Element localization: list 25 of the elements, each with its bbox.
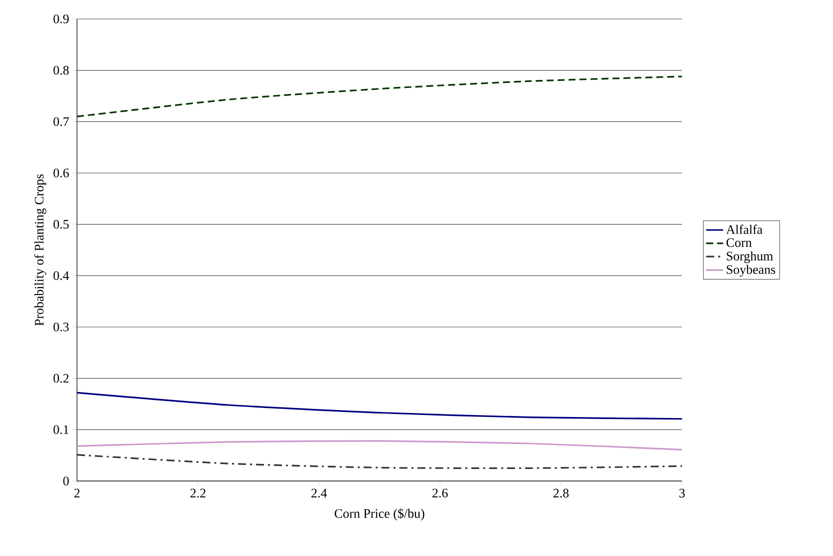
x-tick-label: 2 xyxy=(74,488,80,498)
y-tick-label: 0.5 xyxy=(54,220,69,229)
y-axis-title: Probability of Planting Crops xyxy=(34,174,46,326)
line-series xyxy=(76,392,683,420)
x-tick-label: 2.2 xyxy=(190,488,206,498)
y-tick-label: 0.2 xyxy=(54,374,69,383)
x-tick-label: 2.8 xyxy=(553,488,569,498)
x-tick-label: 3 xyxy=(679,488,685,498)
legend-label: Corn xyxy=(726,238,752,247)
y-tick-label: 0.3 xyxy=(54,322,69,332)
y-tick-label: 0.4 xyxy=(54,271,70,280)
y-tick-label: 0.1 xyxy=(54,425,68,434)
y-tick-label: 0.8 xyxy=(54,66,69,75)
legend-label: Sorghum xyxy=(726,251,774,264)
legend-label: Alfalfa xyxy=(726,224,762,234)
x-tick-label: 2.6 xyxy=(432,488,448,498)
x-tick-label: 2.4 xyxy=(311,488,327,498)
line-series xyxy=(76,76,683,118)
y-tick-label: 0 xyxy=(63,476,69,486)
y-tick-label: 0.6 xyxy=(54,168,69,178)
legend-label: Soybeans xyxy=(726,264,776,277)
x-axis-title: Corn Price ($/bu) xyxy=(334,508,424,521)
y-tick-label: 0.9 xyxy=(54,14,69,24)
y-tick-label: 0.7 xyxy=(54,117,69,126)
line-series xyxy=(76,440,683,450)
